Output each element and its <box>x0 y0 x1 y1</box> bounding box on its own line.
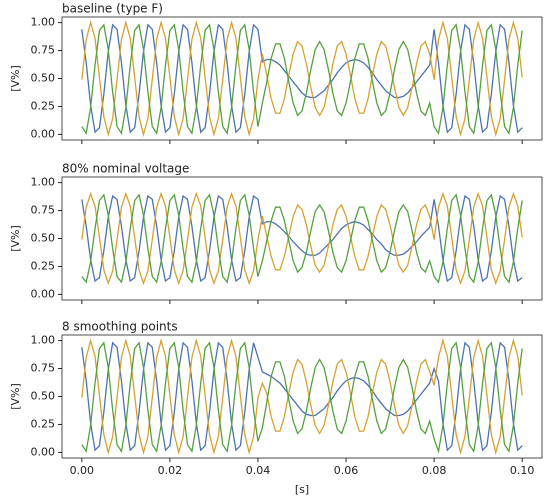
series-line <box>81 191 523 286</box>
y-tick-label: 0.75 <box>31 362 56 375</box>
y-tick-label: 0.50 <box>31 390 56 403</box>
y-tick-label: 0.50 <box>31 232 56 245</box>
y-axis-label: [V%] <box>9 225 22 252</box>
series-line <box>81 20 523 137</box>
x-tick-label: 0.04 <box>246 464 271 477</box>
y-tick-label: 0.25 <box>31 99 56 112</box>
y-tick-label: 0.00 <box>31 127 56 140</box>
y-axis-label: [V%] <box>9 65 22 92</box>
x-axis-label: [s] <box>295 483 309 496</box>
x-tick-label: 0.02 <box>158 464 183 477</box>
y-tick-label: 0.00 <box>31 445 56 458</box>
y-tick-label: 1.00 <box>31 176 56 189</box>
y-axis-label: [V%] <box>9 383 22 410</box>
chart-title: 80% nominal voltage <box>62 162 189 176</box>
chart-title: 8 smoothing points <box>62 320 178 334</box>
series-line <box>81 341 523 454</box>
y-tick-label: 0.00 <box>31 287 56 300</box>
y-tick-label: 0.25 <box>31 259 56 272</box>
plot-frame <box>61 176 543 301</box>
y-tick-label: 0.75 <box>31 204 56 217</box>
plot-frame <box>61 16 543 141</box>
y-tick-label: 1.00 <box>31 334 56 347</box>
y-tick-label: 0.25 <box>31 417 56 430</box>
x-tick-label: 0.00 <box>70 464 95 477</box>
chart-title: baseline (type F) <box>62 2 163 16</box>
series-line <box>81 338 523 455</box>
x-tick-label: 0.06 <box>334 464 359 477</box>
y-tick-label: 0.50 <box>31 72 56 85</box>
y-tick-label: 1.00 <box>31 16 56 29</box>
series-line <box>81 23 523 136</box>
x-tick-label: 0.10 <box>510 464 535 477</box>
y-tick-label: 0.75 <box>31 44 56 57</box>
plot-frame <box>61 334 543 459</box>
series-line <box>81 193 523 284</box>
x-tick-label: 0.08 <box>422 464 447 477</box>
